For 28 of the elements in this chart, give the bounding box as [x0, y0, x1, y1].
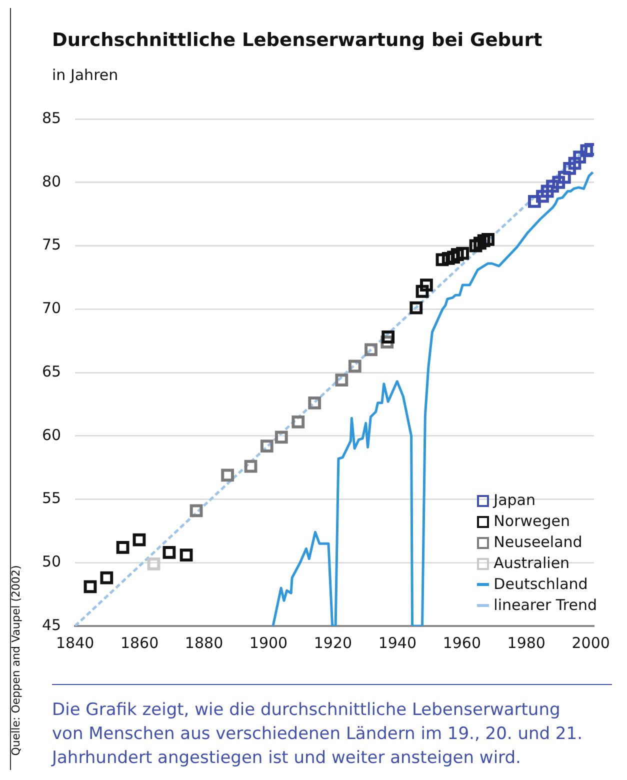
y-tick-label: 45	[42, 616, 62, 634]
x-tick-label: 2000	[572, 634, 610, 652]
x-tick-label: 1900	[249, 634, 288, 652]
y-tick-label: 80	[42, 172, 62, 190]
x-tick-label: 1860	[120, 634, 159, 652]
y-tick-label: 50	[42, 552, 62, 571]
legend-label: Deutschland	[494, 575, 588, 593]
legend-label: Japan	[494, 491, 536, 509]
x-tick-label: 1940	[378, 634, 417, 652]
x-tick-label: 1880	[184, 634, 224, 652]
legend-label: Australien	[494, 554, 570, 572]
x-tick-label: 1920	[314, 634, 352, 652]
legend-label: Norwegen	[494, 512, 570, 530]
x-tick-label: 1960	[442, 634, 482, 652]
y-tick-label: 75	[42, 236, 62, 254]
y-tick-label: 55	[42, 489, 62, 508]
x-tick-label: 1840	[56, 634, 94, 652]
x-tick-label: 1980	[507, 634, 546, 652]
chart-title: Durchschnittliche Lebenserwartung bei Geburt	[52, 30, 542, 51]
y-tick-label: 65	[42, 362, 62, 380]
y-tick-label: 70	[42, 299, 62, 318]
y-tick-label: 85	[42, 108, 62, 127]
text: Die Grafik zeigt, wie die durchschnittliche Lebenserwartung von Menschen aus verschiedenen Ländern im 19., 20. und 21. Jahrhundert angestiegen ist und weiter ansteigen wird.	[52, 699, 584, 770]
legend-label: linearer Trend	[494, 596, 597, 614]
chart-subtitle: in Jahren	[52, 66, 118, 84]
legend-label: Neuseeland	[494, 533, 582, 551]
source-note: Quelle: Oeppen and Vaupel (2002)	[10, 564, 22, 758]
y-tick-label: 60	[42, 426, 62, 444]
